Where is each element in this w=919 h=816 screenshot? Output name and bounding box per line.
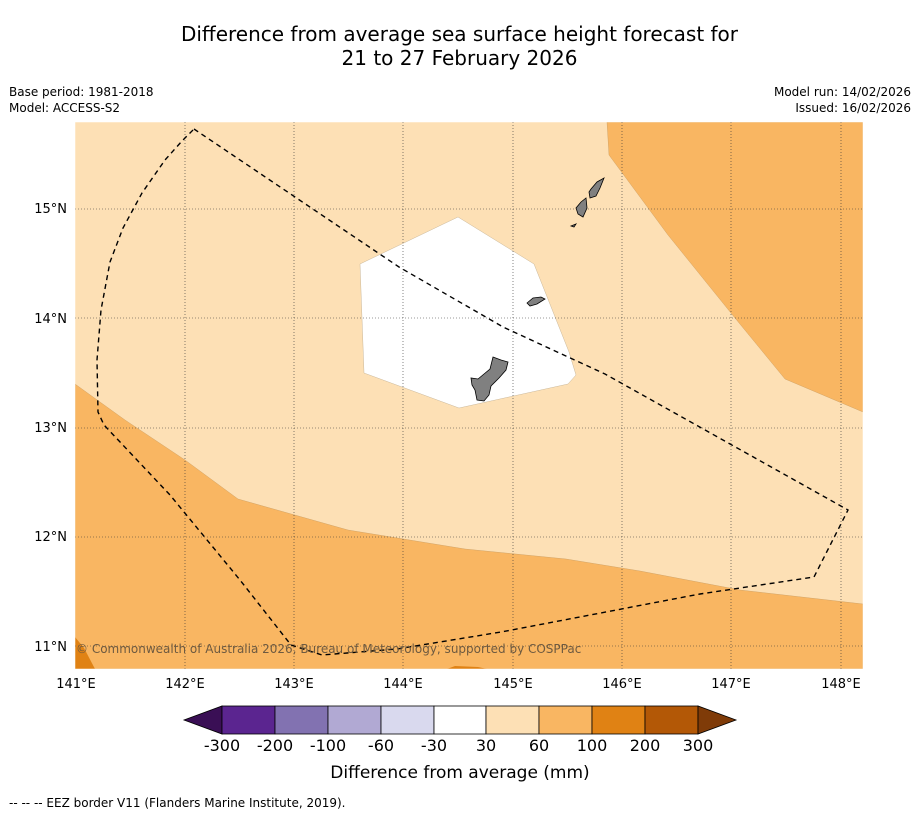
colorbar-ticks: -300 -200 -100 -60 -30 30 60 100 200 300 <box>204 736 713 755</box>
title-line-1: Difference from average sea surface heig… <box>180 22 739 46</box>
colorbar-tick: -300 <box>204 736 240 755</box>
lon-label: 146°E <box>602 677 642 692</box>
meta-left: Base period: 1981-2018 Model: ACCESS-S2 <box>9 84 154 116</box>
lon-label: 141°E <box>56 677 96 692</box>
colorbar-extend-low <box>182 705 223 735</box>
colorbar-tick: -100 <box>310 736 346 755</box>
colorbar-cell <box>274 705 329 735</box>
colorbar-tick: -30 <box>421 736 447 755</box>
colorbar-cell <box>221 705 276 735</box>
island-tinian <box>575 197 588 218</box>
colorbar-cell <box>485 705 540 735</box>
map-title: Difference from average sea surface heig… <box>0 22 919 70</box>
land <box>470 177 605 402</box>
eez-legend: -- -- -- EEZ border V11 (Flanders Marine… <box>9 796 346 810</box>
longitude-labels: 141°E 142°E 143°E 144°E 145°E 146°E 147°… <box>56 677 861 692</box>
lon-label: 147°E <box>711 677 751 692</box>
model-run: Model run: 14/02/2026 <box>773 85 911 99</box>
lat-label: 13°N <box>34 421 67 436</box>
colorbar <box>182 705 738 735</box>
colorbar-tick: -200 <box>257 736 293 755</box>
copyright-text: © Commonwealth of Australia 2026, Bureau… <box>76 642 581 656</box>
colorbar-cell <box>380 705 435 735</box>
issued-date: Issued: 16/02/2026 <box>795 101 911 115</box>
colorbar-cell <box>538 705 593 735</box>
lon-label: 145°E <box>493 677 533 692</box>
island-rota <box>526 296 546 307</box>
band-60-100-northeast <box>606 122 863 413</box>
colorbar-tick: 30 <box>476 736 496 755</box>
title-line-2: 21 to 27 February 2026 <box>341 46 578 70</box>
map-panel: © Commonwealth of Australia 2026, Bureau… <box>75 122 863 669</box>
band-100-200-southwest <box>75 637 95 669</box>
band-neutral <box>359 216 577 409</box>
colorbar-tick: 200 <box>630 736 661 755</box>
island-guam <box>470 356 509 402</box>
lon-label: 142°E <box>165 677 205 692</box>
band-100-200-south <box>447 666 487 669</box>
meta-right: Model run: 14/02/2026 Issued: 16/02/2026 <box>774 84 911 116</box>
colorbar-tick: 300 <box>683 736 714 755</box>
island-saipan <box>588 177 605 199</box>
lat-label: 11°N <box>34 640 67 655</box>
lon-label: 148°E <box>821 677 861 692</box>
model-name: Model: ACCESS-S2 <box>9 101 121 115</box>
lon-label: 143°E <box>274 677 314 692</box>
lat-label: 12°N <box>34 530 67 545</box>
colorbar-tick: 60 <box>529 736 549 755</box>
island-aguijan <box>569 223 578 228</box>
gridlines <box>75 122 863 669</box>
colorbar-tick: 100 <box>577 736 608 755</box>
colorbar-extend-high <box>697 705 738 735</box>
lon-label: 144°E <box>383 677 423 692</box>
latitude-labels: 15°N 14°N 13°N 12°N 11°N <box>34 202 67 655</box>
base-period: Base period: 1981-2018 <box>9 85 154 99</box>
colorbar-cell <box>591 705 646 735</box>
band-60-100-southwest <box>75 383 863 669</box>
colorbar-cell <box>327 705 382 735</box>
map-frame <box>74 121 864 670</box>
lat-label: 15°N <box>34 202 67 217</box>
lat-label: 14°N <box>34 312 67 327</box>
colorbar-title: Difference from average (mm) <box>330 763 589 783</box>
colorbar-cell <box>644 705 699 735</box>
colorbar-cell <box>433 705 487 735</box>
colorbar-tick: -60 <box>368 736 394 755</box>
